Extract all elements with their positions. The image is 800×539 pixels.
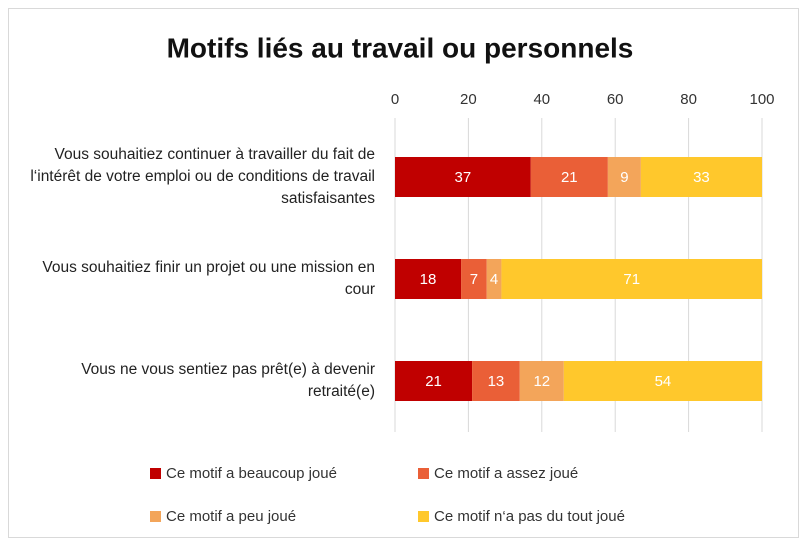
bar-segment — [501, 259, 762, 299]
legend-label: Ce motif a beaucoup joué — [166, 465, 337, 482]
legend-swatch — [150, 511, 161, 522]
bar-segment — [640, 157, 762, 197]
value-label: 37 — [455, 169, 472, 186]
legend-label: Ce motif a assez joué — [434, 465, 578, 482]
chart-border — [8, 8, 799, 538]
x-tick-label: 20 — [460, 91, 477, 108]
bar-segment — [530, 157, 608, 197]
category-label: Vous souhaitiez continuer à travailler d… — [30, 146, 375, 207]
value-label: 13 — [488, 373, 505, 390]
x-tick-label: 100 — [749, 91, 774, 108]
bar-segment — [519, 361, 564, 401]
legend-swatch — [150, 468, 161, 479]
bar-segment — [563, 361, 762, 401]
x-tick-label: 0 — [391, 91, 399, 108]
x-tick-label: 40 — [533, 91, 550, 108]
legend-label: Ce motif a peu joué — [166, 508, 296, 525]
value-label: 21 — [425, 373, 442, 390]
chart-title: Motifs liés au travail ou personnels — [167, 32, 634, 63]
bar-segment — [607, 157, 641, 197]
value-label: 7 — [470, 271, 478, 288]
bar-segment — [486, 259, 502, 299]
category-label: Vous ne vous sentiez pas prêt(e) à deven… — [81, 361, 375, 400]
legend-label: Ce motif n‘a pas du tout joué — [434, 508, 625, 525]
bar-segment — [395, 361, 473, 401]
x-tick-label: 60 — [607, 91, 624, 108]
category-label: Vous souhaitiez finir un projet ou une m… — [42, 259, 375, 298]
bar-segment — [461, 259, 487, 299]
bar-segment — [395, 157, 531, 197]
value-label: 9 — [620, 169, 628, 186]
value-label: 21 — [561, 169, 578, 186]
value-label: 71 — [623, 271, 640, 288]
value-label: 18 — [420, 271, 437, 288]
value-label: 12 — [533, 373, 550, 390]
legend-swatch — [418, 468, 429, 479]
bar-segment — [395, 259, 462, 299]
value-label: 54 — [655, 373, 672, 390]
value-label: 33 — [693, 169, 710, 186]
value-label: 4 — [490, 271, 498, 288]
legend-swatch — [418, 511, 429, 522]
x-tick-label: 80 — [680, 91, 697, 108]
bar-segment — [472, 361, 520, 401]
